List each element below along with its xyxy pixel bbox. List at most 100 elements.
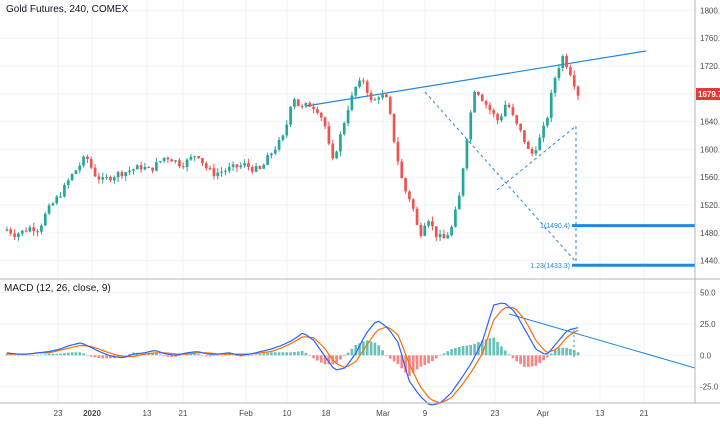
- macd-histogram-bar: [82, 353, 85, 356]
- candle-body: [553, 78, 557, 94]
- candle-body: [308, 102, 312, 107]
- candle-body: [434, 226, 438, 238]
- macd-histogram-bar: [86, 355, 89, 356]
- macd-histogram-bar: [208, 355, 212, 357]
- candle-body: [296, 99, 300, 107]
- candle-body: [17, 233, 20, 237]
- candle-body: [128, 170, 131, 173]
- macd-histogram-bar: [105, 355, 108, 359]
- macd-histogram-bar: [201, 355, 204, 356]
- macd-histogram-bar: [66, 352, 70, 356]
- candle-body: [565, 56, 568, 68]
- candle-body: [411, 199, 415, 209]
- candle-body: [82, 156, 85, 166]
- macd-histogram-bar: [427, 355, 430, 364]
- candle-body: [392, 113, 396, 142]
- candle-body: [289, 106, 292, 125]
- macd-histogram-bar: [281, 352, 285, 356]
- macd-histogram-bar: [400, 355, 404, 369]
- macd-histogram-bar: [243, 355, 246, 357]
- macd-histogram-bar: [97, 355, 101, 358]
- x-tick-label: 2020: [83, 409, 101, 418]
- macd-histogram-bar: [308, 355, 312, 356]
- candle-body: [13, 233, 16, 237]
- candle-body: [385, 94, 388, 98]
- macd-lines: [6, 302, 579, 406]
- macd-histogram-bar: [155, 352, 158, 356]
- candle-body: [423, 225, 427, 236]
- candle-body: [454, 209, 457, 227]
- macd-histogram-bar: [174, 355, 177, 357]
- candle-body: [59, 196, 62, 198]
- candle-body: [51, 203, 55, 206]
- candle-body: [572, 75, 576, 87]
- macd-histogram-bar: [109, 355, 112, 359]
- x-tick-label: Apr: [537, 409, 550, 418]
- candle-body: [101, 177, 105, 180]
- candle-body: [500, 116, 503, 121]
- x-tick-label: Mar: [376, 409, 390, 418]
- x-tick-label: Feb: [239, 409, 253, 418]
- macd-histogram-bar: [47, 353, 51, 356]
- macd-line: [6, 302, 579, 406]
- candle-body: [369, 92, 373, 101]
- candle-body: [327, 126, 331, 144]
- candle-body: [135, 165, 139, 170]
- macd-histogram-bar: [220, 354, 223, 356]
- macd-histogram-bar: [342, 355, 346, 357]
- candle-body: [239, 165, 243, 168]
- candle-body: [557, 68, 561, 79]
- candle-body: [362, 80, 365, 82]
- candle-body: [335, 151, 338, 159]
- macd-y-tick-label: -25.0: [700, 383, 719, 392]
- macd-histogram-bar: [9, 354, 13, 356]
- candle-body: [20, 230, 24, 234]
- candle-body: [442, 234, 446, 239]
- macd-histogram-bar: [339, 355, 342, 360]
- macd-y-tick-label: 25.0: [700, 320, 716, 329]
- candle-body: [273, 149, 277, 154]
- candle-body: [542, 125, 545, 138]
- candle-body: [538, 137, 542, 151]
- macd-histogram-bar: [231, 354, 235, 356]
- macd-histogram-bar: [434, 355, 438, 359]
- candle-body: [227, 166, 231, 171]
- fib-level-label: 1.23(1433.3): [530, 263, 570, 270]
- macd-histogram-bar: [511, 355, 515, 359]
- macd-histogram-bar: [247, 355, 250, 356]
- macd-histogram-bar: [204, 355, 208, 357]
- candle-body: [546, 117, 549, 126]
- candle-body: [189, 156, 193, 160]
- candle-body: [293, 99, 296, 107]
- resistance-trendline: [305, 50, 647, 107]
- candle-body: [488, 104, 492, 111]
- candle-body: [132, 169, 135, 171]
- macd-histogram-bar: [362, 341, 365, 356]
- candle-body: [304, 102, 308, 107]
- macd-histogram-bar: [335, 355, 338, 363]
- macd-divergence-line: [508, 313, 696, 369]
- candle-body: [484, 101, 488, 105]
- macd-histogram-bar: [300, 350, 304, 356]
- macd-histogram-bar: [492, 337, 496, 356]
- candle-body: [312, 106, 315, 110]
- macd-histogram-bar: [381, 350, 384, 356]
- x-tick-label: 18: [322, 409, 331, 418]
- candle-body: [36, 231, 39, 233]
- macd-y-tick-label: 0.0: [700, 351, 712, 360]
- macd-histogram-bar: [530, 355, 534, 367]
- last-price-value: 1679.7: [698, 90, 720, 99]
- macd-histogram-bar: [358, 343, 361, 356]
- candle-body: [492, 110, 496, 114]
- macd-histogram-bar: [377, 345, 381, 356]
- macd-histogram-bar: [285, 352, 289, 356]
- macd-histogram-bar: [373, 342, 377, 356]
- macd-histogram-bar: [388, 355, 392, 359]
- fib-level-label: 1(1490.4): [540, 223, 570, 230]
- macd-histogram-bar: [293, 352, 296, 356]
- macd-histogram: [5, 337, 580, 376]
- candle-body: [461, 168, 465, 196]
- candle-body: [231, 164, 235, 167]
